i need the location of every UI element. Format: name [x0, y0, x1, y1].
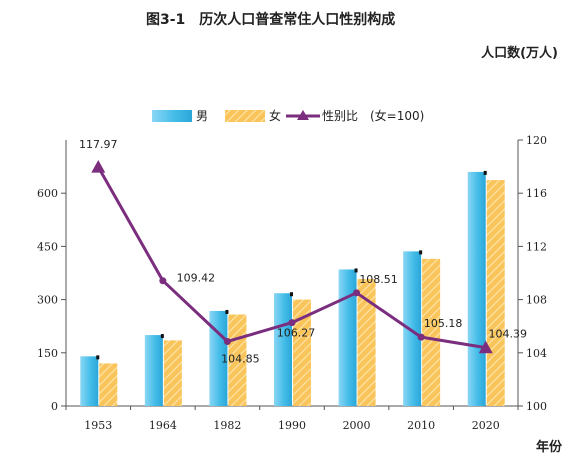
legend-swatch-male — [152, 110, 192, 122]
left-axis-unit-label: 人口数(万人) — [481, 45, 558, 61]
sex-ratio-marker — [478, 340, 493, 354]
sex-ratio-data-label: 108.51 — [359, 273, 398, 286]
x-axis-label: 年份 — [536, 439, 563, 455]
bar-male-cap — [354, 268, 358, 273]
left-tick-label: 600 — [37, 187, 58, 200]
legend-swatch-female — [225, 110, 265, 122]
sex-ratio-marker — [159, 277, 167, 285]
x-tick-label: 2010 — [407, 419, 435, 432]
bar-male — [209, 310, 228, 406]
sex-ratio-data-label: 105.18 — [424, 317, 463, 330]
sex-ratio-marker — [288, 319, 296, 327]
bar-male-cap — [483, 170, 487, 175]
chart-title: 图3-1 历次人口普查常住人口性别构成 — [146, 11, 395, 28]
bar-female — [486, 180, 505, 406]
x-tick-label: 1982 — [213, 419, 241, 432]
legend-label-sex-ratio: 性别比 (女=100) — [322, 108, 424, 123]
legend: 男 女 性别比 (女=100) — [152, 108, 424, 123]
bar-female — [293, 299, 311, 406]
x-tick-label: 1964 — [149, 419, 177, 432]
bar-male — [338, 269, 357, 406]
left-tick-label: 300 — [37, 294, 58, 307]
legend-swatch-sex-ratio-marker — [297, 110, 309, 120]
legend-label-female: 女 — [269, 108, 281, 123]
right-tick-label: 104 — [526, 347, 547, 360]
x-axis-ticks: 1953 1964 1982 1990 2000 2010 2020 — [65, 406, 519, 432]
left-tick-label: 0 — [51, 400, 58, 413]
left-tick-label: 450 — [37, 240, 58, 253]
bar-male — [144, 335, 163, 406]
left-tick-label: 150 — [37, 347, 58, 360]
bar-male-cap — [419, 250, 423, 255]
bar-female — [422, 258, 441, 406]
bar-male-cap — [290, 292, 293, 297]
bar-male-cap — [160, 334, 164, 339]
bar-female — [357, 279, 376, 406]
bar-female — [163, 340, 182, 406]
bar-male — [80, 356, 99, 406]
data-labels: 117.97 109.42 104.85 106.27 108.51 105.18 104.… — [79, 138, 527, 365]
bar-male — [403, 251, 422, 406]
x-tick-label: 1953 — [84, 419, 112, 432]
right-tick-label: 112 — [526, 240, 547, 253]
right-tick-label: 100 — [526, 400, 547, 413]
right-tick-label: 120 — [526, 134, 547, 147]
sex-ratio-series — [91, 159, 493, 354]
right-axis-ticks: 100 104 108 112 116 120 — [518, 134, 547, 413]
right-tick-label: 108 — [526, 294, 547, 307]
bar-male — [274, 293, 292, 406]
x-tick-label: 2020 — [472, 419, 500, 432]
sex-ratio-data-label: 104.39 — [488, 328, 527, 341]
sex-ratio-data-label: 117.97 — [79, 138, 118, 151]
sex-ratio-data-label: 106.27 — [277, 327, 316, 340]
bar-male — [467, 171, 486, 406]
x-tick-label: 2000 — [343, 419, 371, 432]
bars — [80, 170, 505, 406]
right-tick-label: 116 — [526, 187, 547, 200]
left-axis-ticks: 0 150 300 450 600 — [37, 187, 66, 413]
sex-ratio-marker — [223, 337, 231, 345]
legend-label-male: 男 — [196, 109, 208, 123]
sex-ratio-marker — [91, 159, 106, 173]
sex-ratio-marker — [417, 333, 425, 341]
bar-female — [99, 363, 118, 406]
bar-male-cap — [225, 309, 229, 314]
sex-ratio-data-label: 104.85 — [221, 352, 260, 365]
sex-ratio-marker — [353, 289, 361, 297]
bar-male-cap — [96, 355, 100, 360]
sex-ratio-data-label: 109.42 — [177, 272, 216, 285]
x-tick-label: 1990 — [278, 419, 306, 432]
